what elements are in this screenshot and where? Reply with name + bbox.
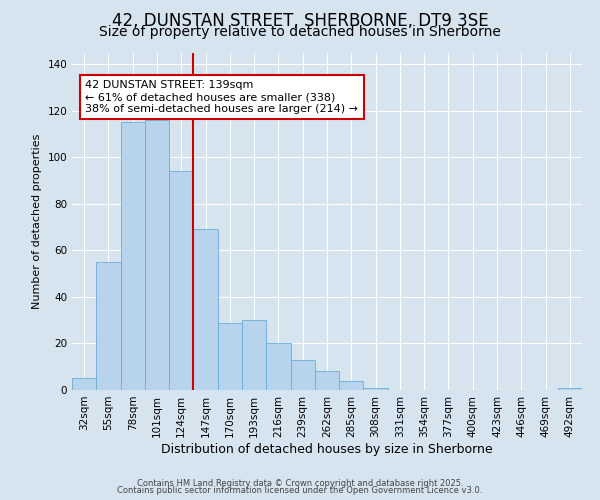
- Bar: [72, 378, 96, 390]
- Bar: [242, 320, 266, 390]
- Bar: [558, 388, 582, 390]
- Bar: [96, 262, 121, 390]
- Bar: [121, 122, 145, 390]
- Text: Size of property relative to detached houses in Sherborne: Size of property relative to detached ho…: [99, 25, 501, 39]
- Bar: [315, 372, 339, 390]
- Bar: [169, 171, 193, 390]
- Bar: [266, 344, 290, 390]
- Text: 42, DUNSTAN STREET, SHERBORNE, DT9 3SE: 42, DUNSTAN STREET, SHERBORNE, DT9 3SE: [112, 12, 488, 30]
- Text: Contains public sector information licensed under the Open Government Licence v3: Contains public sector information licen…: [118, 486, 482, 495]
- Y-axis label: Number of detached properties: Number of detached properties: [32, 134, 42, 309]
- Text: 42 DUNSTAN STREET: 139sqm
← 61% of detached houses are smaller (338)
38% of semi: 42 DUNSTAN STREET: 139sqm ← 61% of detac…: [85, 80, 358, 114]
- Bar: [218, 322, 242, 390]
- Bar: [290, 360, 315, 390]
- Bar: [193, 230, 218, 390]
- Text: Contains HM Land Registry data © Crown copyright and database right 2025.: Contains HM Land Registry data © Crown c…: [137, 478, 463, 488]
- Bar: [145, 120, 169, 390]
- Bar: [364, 388, 388, 390]
- X-axis label: Distribution of detached houses by size in Sherborne: Distribution of detached houses by size …: [161, 442, 493, 456]
- Bar: [339, 380, 364, 390]
